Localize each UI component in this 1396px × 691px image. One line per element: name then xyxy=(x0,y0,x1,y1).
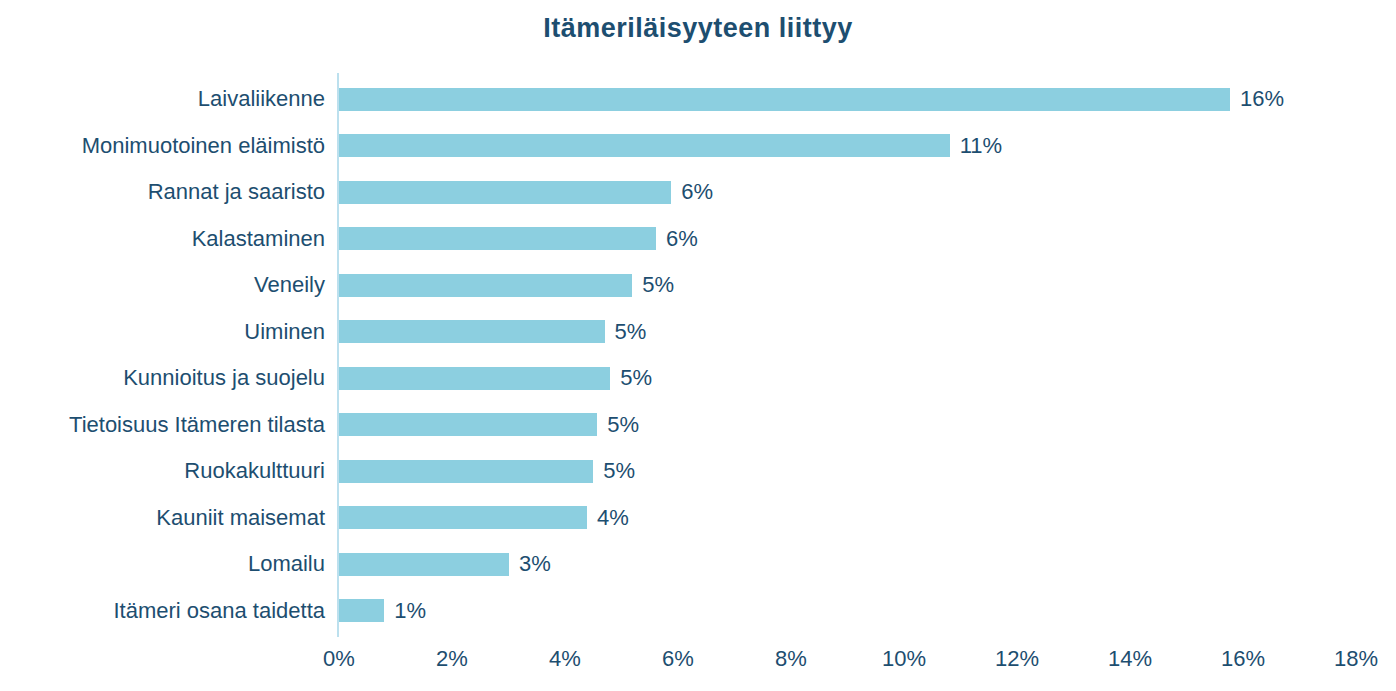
bar-row: 1% xyxy=(339,588,1356,635)
x-axis-tick-label: 18% xyxy=(1334,646,1378,672)
value-label: 6% xyxy=(666,226,698,252)
y-axis-line xyxy=(337,73,339,637)
category-label: Kunnioitus ja suojelu xyxy=(0,355,325,402)
value-label: 5% xyxy=(607,412,639,438)
chart-title: Itämeriläisyyteen liittyy xyxy=(0,13,1396,44)
bar-row: 16% xyxy=(339,76,1356,123)
value-label: 5% xyxy=(615,319,647,345)
value-label: 5% xyxy=(603,458,635,484)
category-label: Laivaliikenne xyxy=(0,76,325,123)
bar xyxy=(339,134,950,157)
x-axis-tick-label: 2% xyxy=(436,646,468,672)
bar-row: 6% xyxy=(339,169,1356,216)
category-label: Tietoisuus Itämeren tilasta xyxy=(0,402,325,449)
bar xyxy=(339,227,656,250)
bar-row: 5% xyxy=(339,355,1356,402)
x-axis-tick-label: 8% xyxy=(775,646,807,672)
bar-row: 6% xyxy=(339,216,1356,263)
bar xyxy=(339,413,597,436)
bar xyxy=(339,506,587,529)
x-axis-tick-label: 4% xyxy=(549,646,581,672)
x-axis-tick-label: 0% xyxy=(323,646,355,672)
value-label: 5% xyxy=(642,272,674,298)
category-label: Ruokakulttuuri xyxy=(0,448,325,495)
category-labels: LaivaliikenneMonimuotoinen eläimistöRann… xyxy=(0,76,325,634)
bar-rows: 16% 11% 6% 6% 5% 5% 5% 5% 5% 4% 3% 1% xyxy=(339,76,1356,634)
value-label: 5% xyxy=(620,365,652,391)
category-label: Uiminen xyxy=(0,309,325,356)
category-label: Kauniit maisemat xyxy=(0,495,325,542)
category-label: Kalastaminen xyxy=(0,216,325,263)
category-label: Veneily xyxy=(0,262,325,309)
bar-row: 5% xyxy=(339,262,1356,309)
category-label: Itämeri osana taidetta xyxy=(0,588,325,635)
bar xyxy=(339,88,1230,111)
value-label: 3% xyxy=(519,551,551,577)
category-label: Rannat ja saaristo xyxy=(0,169,325,216)
x-axis-ticks: 0%2%4%6%8%10%12%14%16%18% xyxy=(339,646,1356,676)
plot-area: 16% 11% 6% 6% 5% 5% 5% 5% 5% 4% 3% 1% xyxy=(339,76,1356,634)
category-label: Lomailu xyxy=(0,541,325,588)
bar-row: 5% xyxy=(339,309,1356,356)
bar-row: 5% xyxy=(339,402,1356,449)
x-axis-tick-label: 6% xyxy=(662,646,694,672)
x-axis-tick-label: 12% xyxy=(995,646,1039,672)
x-axis-tick-label: 10% xyxy=(882,646,926,672)
x-axis-tick-label: 16% xyxy=(1221,646,1265,672)
bar xyxy=(339,553,509,576)
value-label: 4% xyxy=(597,505,629,531)
x-axis-tick-label: 14% xyxy=(1108,646,1152,672)
bar-chart: Itämeriläisyyteen liittyy LaivaliikenneM… xyxy=(0,0,1396,691)
value-label: 11% xyxy=(960,133,1002,159)
bar xyxy=(339,274,632,297)
value-label: 6% xyxy=(681,179,713,205)
value-label: 16% xyxy=(1240,86,1284,112)
bar xyxy=(339,599,384,622)
bar xyxy=(339,320,605,343)
bar-row: 5% xyxy=(339,448,1356,495)
bar-row: 11% xyxy=(339,123,1356,170)
value-label: 1% xyxy=(394,598,426,624)
category-label: Monimuotoinen eläimistö xyxy=(0,123,325,170)
bar-row: 3% xyxy=(339,541,1356,588)
bar-row: 4% xyxy=(339,495,1356,542)
bar xyxy=(339,367,610,390)
bar xyxy=(339,460,593,483)
bar xyxy=(339,181,671,204)
